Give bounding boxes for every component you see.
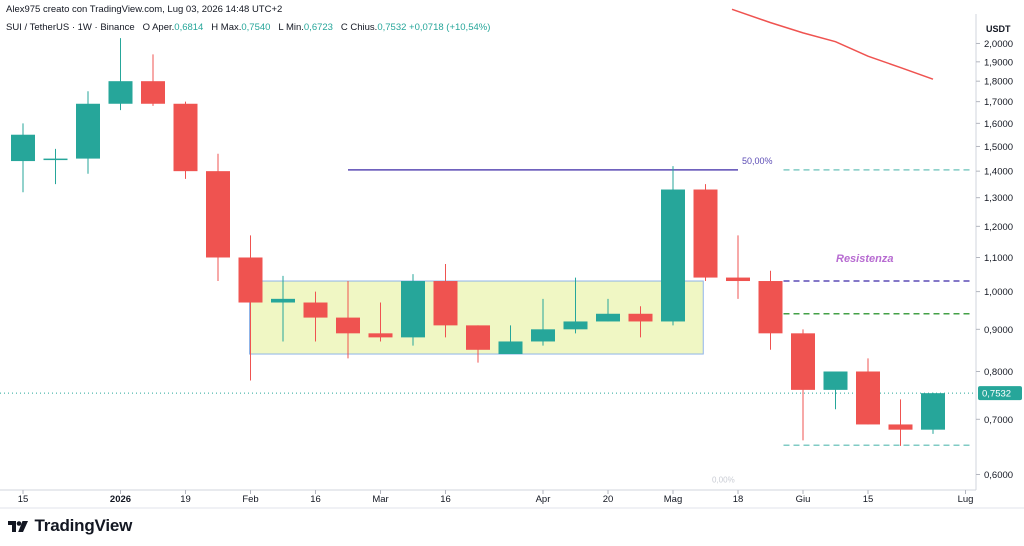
y-tick-label: 1,8000 [984,77,1013,88]
candle-body[interactable] [11,134,35,162]
last-price-badge [978,386,1022,401]
x-tick-label: Feb [242,494,258,505]
candle-body[interactable] [888,424,913,430]
x-tick-label: Giu [796,494,811,505]
header-title: Alex975 creato con TradingView.com, Lug … [6,4,283,15]
x-tick-label: 15 [18,494,29,505]
open-value: 0,6814 [174,22,204,33]
y-tick-label: 0,6000 [984,470,1013,481]
x-tick-label: 20 [603,494,614,505]
fib-0-label: 0,00% [712,475,735,484]
candle-body[interactable] [206,171,230,258]
candle-body[interactable] [368,333,393,338]
brand-name: TradingView [34,516,133,535]
tradingview-logo-icon [8,520,28,532]
x-tick-label: 2026 [110,494,131,505]
candle-body[interactable] [661,189,685,322]
open-text: Aper. [152,22,175,33]
y-tick-label: 1,5000 [984,142,1013,153]
x-tick-label: Mar [372,494,388,505]
chart-header: Alex975 creato con TradingView.com, Lug … [6,4,282,15]
low-text: Min. [285,22,304,33]
symbol-label: SUI / TetherUS · 1W · Binance [6,22,135,33]
ohlc-legend: SUI / TetherUS · 1W · Binance O Aper.0,6… [6,22,490,33]
x-tick-label: 16 [440,494,451,505]
candle-body[interactable] [726,277,750,282]
candle-body[interactable] [433,281,458,326]
last-price-label: 0,7532 [982,389,1011,400]
open-letter: O [142,22,150,33]
candle-body[interactable] [596,313,620,322]
candle-body[interactable] [173,103,198,172]
y-tick-label: 1,0000 [984,287,1013,298]
x-tick-label: Mag [664,494,682,505]
moving-average-line [731,8,934,80]
y-tick-label: 1,1000 [984,253,1013,264]
candle-body[interactable] [823,371,848,390]
close-letter: C [340,22,348,33]
candle-body[interactable] [303,302,328,318]
close-value: 0,7532 [377,22,407,33]
change-value: +0,0718 (+10,54%) [409,22,491,33]
close-text: Chius. [350,22,378,33]
candle-body[interactable] [238,257,263,303]
y-tick-label: 0,7000 [984,415,1013,426]
candle-body[interactable] [563,321,588,330]
y-tick-label: 1,2000 [984,222,1013,233]
candle-body[interactable] [43,158,68,161]
candle-body[interactable] [271,298,295,303]
candle-body[interactable] [693,189,718,278]
y-tick-label: 1,4000 [984,167,1013,178]
high-letter: H [211,22,219,33]
y-tick-label: 1,9000 [984,57,1013,68]
candle-body[interactable] [856,371,880,425]
y-tick-label: 2,0000 [984,39,1013,50]
candle-body[interactable] [141,81,165,104]
fib-50-label: 50,00% [742,156,773,166]
x-tick-label: 19 [180,494,191,505]
x-tick-label: 15 [863,494,874,505]
y-tick-label: 0,8000 [984,367,1013,378]
x-tick-label: 18 [733,494,744,505]
x-tick-label: 16 [310,494,321,505]
footer-brand: TradingView [8,516,132,536]
y-tick-label: 0,9000 [984,325,1013,336]
x-tick-label: Apr [536,494,551,505]
high-text: Max. [220,22,242,33]
candle-body[interactable] [628,313,653,322]
candle-body[interactable] [401,281,425,338]
candle-body[interactable] [76,103,100,159]
low-value: 0,6723 [303,22,333,33]
x-tick-label: Lug [958,494,974,505]
candle-body[interactable] [791,333,815,390]
high-value: 0,7540 [241,22,271,33]
y-tick-label: 1,6000 [984,119,1013,130]
candle-body[interactable] [466,325,490,350]
y-axis-unit-label: USDT [986,24,1011,34]
resistenza-label: Resistenza [836,253,893,265]
candle-body[interactable] [758,281,783,334]
candle-body[interactable] [531,329,555,342]
low-letter: L [278,22,284,33]
y-tick-label: 1,7000 [984,97,1013,108]
candle-body[interactable] [498,341,523,355]
candle-body[interactable] [921,393,945,430]
candle-body[interactable] [108,81,133,104]
y-tick-label: 1,3000 [984,193,1013,204]
candle-body[interactable] [336,317,360,334]
